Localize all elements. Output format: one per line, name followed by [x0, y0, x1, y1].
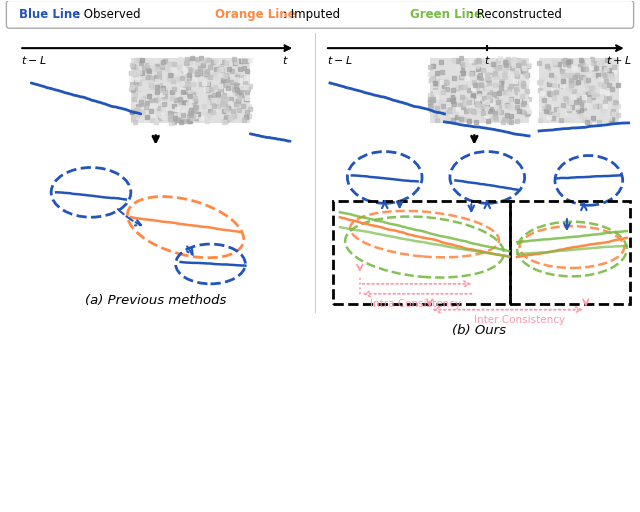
Text: (a) Previous methods: (a) Previous methods [85, 294, 227, 307]
FancyBboxPatch shape [6, 1, 634, 28]
Text: $t+L$: $t+L$ [606, 54, 632, 66]
Text: $t$: $t$ [282, 54, 289, 66]
Text: Green Line: Green Line [410, 8, 482, 21]
Text: : Observed: : Observed [76, 8, 141, 21]
Text: : Imputed: : Imputed [283, 8, 340, 21]
Text: Orange Line: Orange Line [216, 8, 296, 21]
Bar [429, 58, 529, 123]
Bar [539, 58, 619, 123]
Text: Inter Consistency: Inter Consistency [474, 315, 566, 325]
Text: $t-L$: $t-L$ [327, 54, 353, 66]
Text: : Reconstructed: : Reconstructed [469, 8, 562, 21]
Text: Blue Line: Blue Line [19, 8, 81, 21]
Text: Intra Consistency: Intra Consistency [370, 299, 461, 309]
Text: $t$: $t$ [484, 54, 491, 66]
Text: $t-L$: $t-L$ [21, 54, 47, 66]
Text: (b) Ours: (b) Ours [452, 324, 506, 336]
Bar [131, 58, 250, 123]
